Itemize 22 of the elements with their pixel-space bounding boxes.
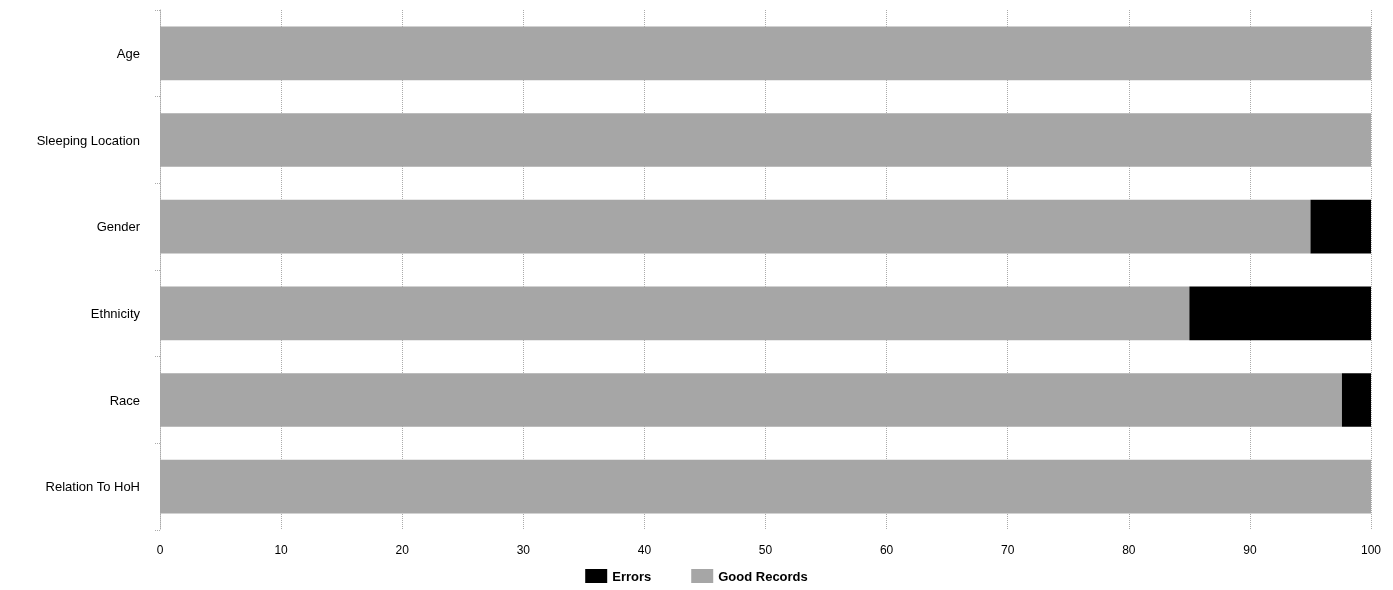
legend-label: Good Records — [718, 568, 808, 584]
y-tick-label: Relation To HoH — [45, 479, 140, 495]
y-tick-label: Sleeping Location — [36, 132, 140, 148]
x-tick-label: 0 — [156, 543, 164, 557]
x-tick-label: 100 — [1360, 543, 1382, 557]
x-tick-label: 10 — [274, 543, 289, 557]
bar — [1310, 199, 1371, 254]
x-tick-label: 30 — [516, 543, 531, 557]
y-tick-label: Race — [109, 392, 140, 408]
x-tick-label: 80 — [1122, 543, 1136, 557]
x-tick-label: 50 — [758, 543, 773, 557]
y-tick-label: Gender — [96, 219, 141, 235]
legend-label: Errors — [612, 568, 652, 584]
x-tick-label: 20 — [395, 543, 410, 557]
y-tick-label: Ethnicity — [90, 305, 141, 321]
x-tick-label: 70 — [1001, 543, 1015, 557]
bar — [1189, 286, 1371, 341]
y-tick-label: Age — [116, 45, 140, 61]
x-tick-label: 60 — [879, 543, 894, 557]
x-tick-label: 40 — [637, 543, 652, 557]
x-tick-label: 90 — [1243, 543, 1257, 557]
bar — [1341, 373, 1371, 427]
